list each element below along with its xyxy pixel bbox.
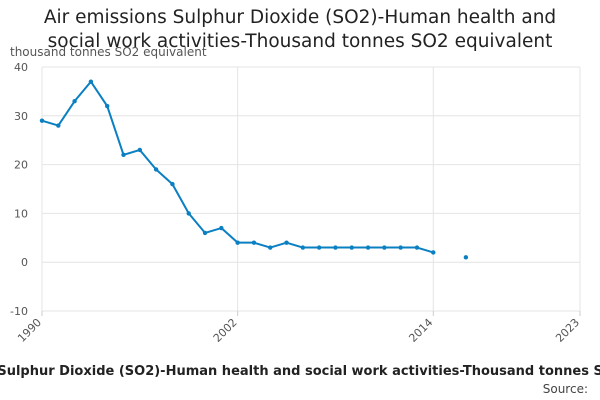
y-tick-label: -10 xyxy=(10,305,28,318)
y-tick-label: 0 xyxy=(21,256,28,269)
data-point xyxy=(414,245,420,250)
chart-title-line-1: Air emissions Sulphur Dioxide (SO2)-Huma… xyxy=(43,7,557,28)
legend-series-label: Air emissions Sulphur Dioxide (SO2)-Huma… xyxy=(0,364,600,379)
data-point xyxy=(398,245,403,250)
x-tick-label: 2023 xyxy=(553,316,582,345)
data-point xyxy=(137,147,143,153)
x-tick-label: 2002 xyxy=(211,316,240,345)
data-point xyxy=(463,255,469,260)
data-point xyxy=(382,245,387,250)
data-point xyxy=(56,123,61,128)
source-footer: Source: xyxy=(0,382,600,398)
y-tick-label: 40 xyxy=(14,61,28,74)
data-point xyxy=(88,79,94,84)
data-point xyxy=(316,245,322,250)
data-point xyxy=(284,240,289,245)
data-point xyxy=(202,230,208,236)
data-point xyxy=(431,250,436,255)
data-point xyxy=(170,181,175,187)
data-point xyxy=(121,152,126,158)
data-point xyxy=(39,118,45,123)
data-point xyxy=(235,240,240,245)
data-point xyxy=(300,245,306,250)
x-tick-label: 1990 xyxy=(15,316,44,345)
data-point xyxy=(72,98,77,104)
data-point xyxy=(365,245,371,250)
source-label[interactable]: Source: xyxy=(542,382,588,396)
x-tick-label: 2014 xyxy=(406,316,435,345)
legend: Air emissions Sulphur Dioxide (SO2)-Huma… xyxy=(0,364,600,382)
data-point xyxy=(349,245,354,250)
y-tick-label: 20 xyxy=(14,159,28,172)
data-point xyxy=(153,167,159,172)
y-axis-unit-label: thousand tonnes SO2 equivalent xyxy=(10,45,207,59)
data-point xyxy=(268,245,273,250)
data-point xyxy=(219,225,224,231)
y-tick-label: 30 xyxy=(14,110,28,123)
y-tick-label: 10 xyxy=(14,207,28,220)
data-point xyxy=(333,245,338,250)
chart-title-line-2: social work activities-Thousand tonnes S… xyxy=(47,31,553,52)
chart-title: Air emissions Sulphur Dioxide (SO2)-Huma… xyxy=(0,6,600,54)
data-point xyxy=(186,211,191,216)
data-point xyxy=(105,103,110,109)
data-point xyxy=(251,240,257,245)
